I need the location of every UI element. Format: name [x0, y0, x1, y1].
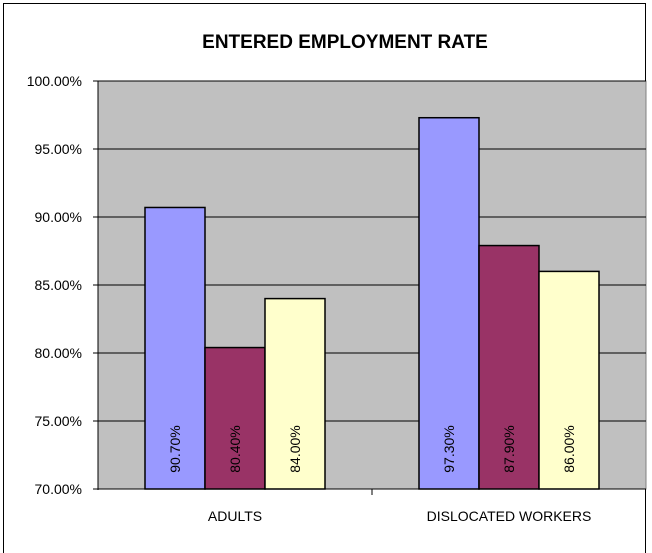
y-tick-label: 70.00% [35, 481, 82, 497]
category-label: DISLOCATED WORKERS [427, 508, 592, 524]
y-tick-label: 90.00% [35, 209, 82, 225]
data-label: 84.00% [287, 425, 303, 472]
bar [204, 346, 266, 490]
y-axis-ticks: 70.00% 75.00% 80.00% 85.00% 90.00% 95.00% 100.… [27, 73, 98, 497]
bar [264, 297, 326, 490]
chart-title: ENTERED EMPLOYMENT RATE [202, 32, 488, 53]
data-label: 86.00% [561, 425, 577, 472]
y-tick-label: 75.00% [35, 413, 82, 429]
bar [144, 206, 206, 490]
category-label: ADULTS [208, 508, 262, 524]
y-tick-label: 100.00% [27, 73, 82, 89]
y-tick-label: 85.00% [35, 277, 82, 293]
y-tick-label: 95.00% [35, 141, 82, 157]
data-label: 90.70% [167, 425, 183, 472]
x-axis: ADULTS DISLOCATED WORKERS [97, 81, 646, 524]
data-labels: 90.70% 80.40% 84.00% 97.30% 87.90% 86.00% [167, 425, 577, 472]
data-label: 97.30% [441, 425, 457, 472]
bars [144, 116, 600, 490]
bar [478, 244, 540, 490]
y-tick-label: 80.00% [35, 345, 82, 361]
data-label: 87.90% [501, 425, 517, 472]
bar [538, 270, 600, 490]
data-label: 80.40% [227, 425, 243, 472]
